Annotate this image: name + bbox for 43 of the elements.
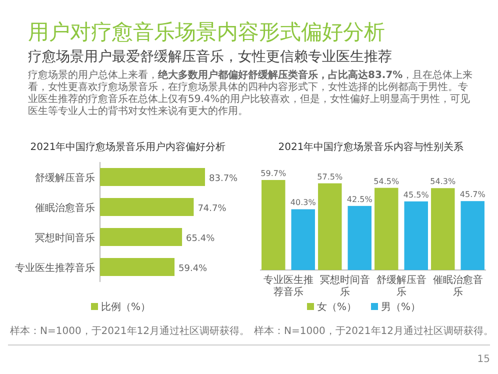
bar <box>262 180 286 270</box>
y-tick-label: 专业医生推荐音乐 <box>15 262 95 274</box>
x-tick-label: 冥想时间音乐 <box>320 274 370 298</box>
y-tick-label: 催眠治愈音乐 <box>35 202 95 214</box>
text: 疗愈场景的用户总体上来看，绝大多数用户都偏好舒缓解压类音乐，占比高达83.7%，且在总体上来看，女性更喜欢疗愈场景音乐，在疗愈场景具体的四种内容形式下，女性选择的比例都高于男性。专业医生推荐的疗愈音乐在总体上仅有59.4%的用户比较喜欢，但是，女性偏好上明显高于男性，可见医生等专业人士的背书对女性来说有更大的作用。 <box>28 70 474 118</box>
bar <box>100 228 182 246</box>
text: 疗愈场景用户最爱舒缓解压音乐，女性更信赖专业医生推荐 <box>28 48 392 66</box>
data-label: 59.4% <box>178 264 208 274</box>
data-label: 54.5% <box>374 176 400 186</box>
bar <box>100 198 194 216</box>
text: 15 <box>477 354 490 365</box>
bar <box>348 206 372 270</box>
legend-label: 女（%） <box>317 301 357 313</box>
bar <box>404 201 428 270</box>
text: 样本：N=1000，于2021年12月通过社区调研获得。 <box>10 325 250 337</box>
data-label: 57.5% <box>317 172 343 182</box>
x-tick-label: 舒缓解压音乐 <box>376 274 426 298</box>
chart-title: 2021年中国疗愈场景音乐内容与性别关系 <box>278 141 464 153</box>
bar <box>291 209 315 270</box>
text: 用户对疗愈音乐场景内容形式偏好分析 <box>28 19 385 46</box>
data-label: 83.7% <box>209 174 238 184</box>
data-label: 45.7% <box>460 190 486 200</box>
data-label: 74.7% <box>198 204 227 214</box>
bar <box>431 188 455 270</box>
chart-title: 2021年中国疗愈场景音乐用户内容偏好分析 <box>30 141 226 153</box>
bar <box>374 188 398 270</box>
bar <box>100 168 205 186</box>
bar <box>100 258 175 276</box>
legend-label: 比例（%） <box>101 301 151 313</box>
text: 样本：N=1000，于2021年12月通过社区调研获得。 <box>254 325 494 337</box>
data-label: 59.7% <box>260 169 286 178</box>
data-label: 65.4% <box>186 234 216 244</box>
legend-label: 男（%） <box>381 302 421 313</box>
y-tick-label: 冥想时间音乐 <box>35 232 95 244</box>
x-tick-label: 专业医生推荐音乐 <box>263 274 314 298</box>
data-label: 40.3% <box>290 198 316 208</box>
data-label: 45.5% <box>403 190 430 200</box>
bar <box>318 183 342 270</box>
bar <box>460 201 484 270</box>
x-tick-label: 催眠治愈音乐 <box>432 274 483 298</box>
y-tick-label: 舒缓解压音乐 <box>35 172 95 184</box>
data-label: 42.5% <box>346 194 373 204</box>
data-label: 54.3% <box>430 177 456 186</box>
